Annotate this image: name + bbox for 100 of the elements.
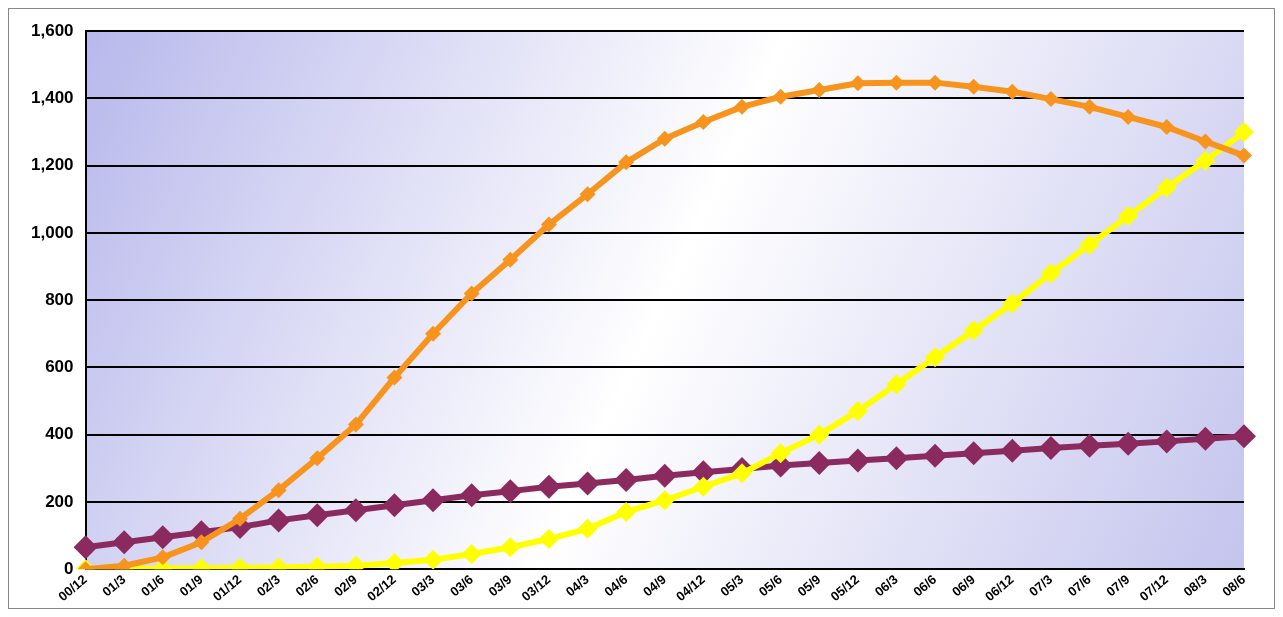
point: [618, 154, 635, 171]
y-tick-label: 1,000: [30, 222, 74, 242]
point: [1156, 177, 1177, 198]
point: [461, 544, 482, 565]
x-tick-label: 04/9: [639, 571, 669, 600]
x-tick-label: 07/6: [1064, 571, 1094, 600]
point: [886, 374, 907, 395]
x-tick-label: 04/6: [601, 571, 631, 600]
point: [498, 479, 523, 504]
x-tick-label: 06/6: [910, 571, 940, 600]
point: [614, 468, 639, 493]
point: [961, 441, 986, 466]
point: [270, 482, 287, 499]
point: [1234, 122, 1254, 143]
point: [305, 503, 330, 528]
y-tick-label: 1,600: [30, 20, 74, 40]
point: [654, 490, 675, 511]
x-tick-label: 01/9: [176, 571, 206, 600]
point: [150, 525, 175, 550]
point: [695, 113, 712, 130]
x-tick-label: 06/3: [871, 571, 901, 600]
x-tick-label: 06/9: [948, 571, 978, 600]
point: [536, 474, 561, 499]
x-tick-label: 04/3: [562, 571, 592, 600]
point: [963, 320, 984, 341]
y-tick-label: 1,200: [30, 155, 74, 175]
x-tick-label: 07/9: [1103, 571, 1133, 600]
point: [538, 528, 559, 549]
point: [732, 463, 752, 484]
point: [309, 450, 326, 467]
x-tick-label: 05/6: [755, 571, 785, 600]
point: [386, 369, 403, 386]
point: [502, 251, 519, 268]
point: [1197, 133, 1214, 150]
point: [232, 510, 248, 527]
x-tick-label: 03/3: [408, 571, 438, 600]
x-tick-label: 01/6: [137, 571, 167, 600]
point: [1079, 234, 1100, 255]
x-tick-label: 07/3: [1026, 571, 1056, 600]
point: [1042, 91, 1059, 108]
point: [1116, 431, 1141, 456]
point: [734, 98, 750, 115]
point: [575, 471, 600, 496]
point: [1002, 293, 1023, 314]
y-tick-label: 400: [45, 424, 74, 444]
point: [193, 534, 210, 551]
x-tick-label: 02/9: [331, 571, 361, 600]
point: [616, 501, 637, 522]
point: [425, 325, 442, 342]
point: [809, 424, 830, 445]
x-tick-label: 05/9: [794, 571, 824, 600]
point: [463, 285, 480, 302]
point: [579, 186, 596, 203]
y-tick-label: 0: [64, 558, 74, 578]
point: [1236, 147, 1252, 164]
x-tick-label: 03/9: [485, 571, 515, 600]
point: [112, 530, 137, 555]
point: [1154, 429, 1179, 454]
x-tick-label: 03/6: [446, 571, 476, 600]
point: [540, 216, 557, 233]
point: [266, 508, 291, 533]
y-tick-label: 1,400: [30, 88, 74, 108]
point: [884, 446, 909, 471]
point: [421, 488, 446, 513]
point: [1195, 150, 1216, 171]
y-tick-label: 800: [45, 289, 74, 309]
point: [459, 483, 484, 508]
point: [1120, 108, 1137, 125]
point: [1081, 98, 1098, 115]
point: [154, 549, 171, 566]
point: [770, 443, 791, 464]
x-tick-label: 08/6: [1219, 571, 1249, 600]
point: [925, 347, 946, 368]
y-tick-label: 200: [45, 491, 74, 511]
point: [1158, 119, 1175, 136]
point: [811, 82, 828, 99]
point: [1038, 436, 1063, 461]
point: [923, 443, 948, 468]
point: [656, 130, 673, 147]
x-tick-label: 02/3: [253, 571, 283, 600]
x-tick-label: 01/3: [99, 571, 129, 600]
x-tick-label: 08/3: [1180, 571, 1210, 600]
point: [807, 450, 832, 475]
x-tick-label: 02/6: [292, 571, 322, 600]
point: [772, 88, 789, 105]
point: [347, 416, 364, 433]
x-tick-label: 05/3: [717, 571, 747, 600]
point: [652, 463, 677, 488]
point: [845, 448, 870, 473]
point: [343, 498, 368, 523]
point: [1118, 206, 1139, 227]
point: [847, 401, 868, 422]
point: [693, 476, 714, 497]
point: [423, 549, 444, 570]
point: [1077, 433, 1102, 458]
point: [500, 537, 521, 558]
point: [382, 493, 407, 518]
point: [577, 518, 598, 539]
point: [1040, 263, 1061, 284]
point: [1193, 426, 1218, 451]
